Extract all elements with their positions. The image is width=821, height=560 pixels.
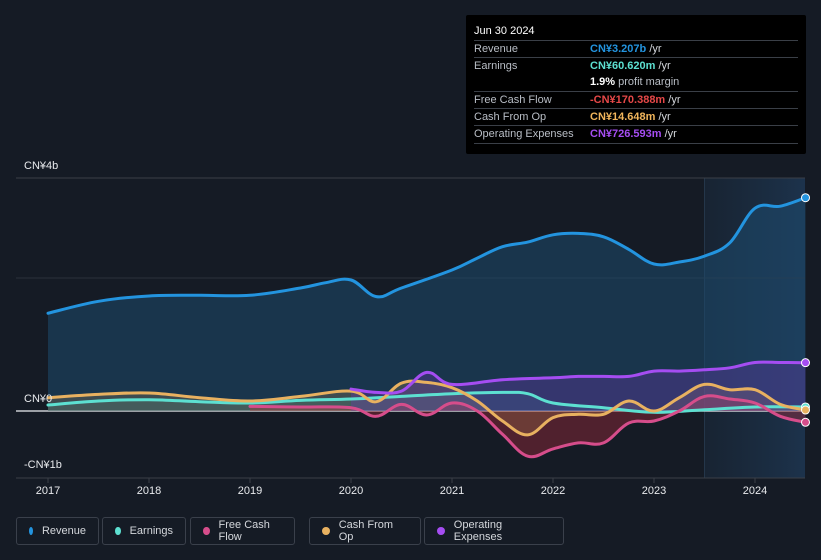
legend-item-free-cash-flow[interactable]: Free Cash Flow	[190, 517, 295, 545]
tooltip-value: CN¥60.620m /yr	[590, 60, 671, 72]
legend-item-operating-expenses[interactable]: Operating Expenses	[424, 517, 564, 545]
tooltip-row-revenue: Revenue CN¥3.207b /yr	[474, 40, 798, 58]
x-tick-label: 2018	[136, 485, 162, 497]
area-cash-from-op	[48, 381, 806, 435]
end-marker-operating-expenses	[801, 358, 810, 368]
line-earnings	[46, 390, 807, 414]
x-tick-label: 2019	[237, 485, 263, 497]
legend-dot-icon	[203, 527, 210, 535]
y-tick-label-top: CN¥4b	[24, 160, 59, 172]
legend-item-cash-from-op[interactable]: Cash From Op	[309, 517, 421, 545]
legend-dot-icon	[322, 527, 330, 535]
tooltip-value: CN¥726.593m /yr	[590, 128, 677, 140]
line-operating-expenses	[349, 360, 807, 395]
series-lines	[46, 196, 807, 459]
x-tick-label: 2024	[742, 485, 768, 497]
legend-dot-icon	[29, 527, 33, 535]
tooltip-label: Revenue	[474, 43, 519, 55]
x-tick-label: 2020	[338, 485, 364, 497]
tooltip-row-margin: 1.9% profit margin	[474, 74, 798, 91]
y-tick-label-bottom: -CN¥1b	[24, 459, 62, 471]
end-marker-revenue	[801, 193, 810, 203]
legend-item-revenue[interactable]: Revenue	[16, 517, 99, 545]
y-tick-label-zero: CN¥0	[24, 393, 53, 405]
x-tick-label: 2023	[641, 485, 667, 497]
tooltip-row-earnings: Earnings CN¥60.620m /yr	[474, 57, 798, 75]
series-end-markers	[801, 193, 810, 427]
tooltip: Jun 30 2024 Revenue CN¥3.207b /yr Earnin…	[466, 15, 806, 154]
tooltip-label: Earnings	[474, 60, 518, 72]
end-marker-free-cash-flow	[801, 417, 810, 427]
tooltip-date: Jun 30 2024	[474, 25, 535, 37]
tooltip-row-cfo: Cash From Op CN¥14.648m /yr	[474, 108, 798, 126]
area-revenue	[48, 197, 806, 411]
legend-dot-icon	[115, 527, 121, 535]
end-marker-cash-from-op	[801, 405, 810, 415]
line-revenue	[46, 196, 807, 315]
tooltip-label: Free Cash Flow	[474, 94, 552, 106]
tooltip-label: Cash From Op	[474, 111, 547, 123]
line-free-cash-flow	[248, 394, 807, 459]
tooltip-row-opex: Operating Expenses CN¥726.593m /yr	[474, 125, 798, 144]
line-cash-from-op	[46, 379, 807, 437]
tooltip-value: CN¥3.207b /yr	[590, 43, 662, 55]
legend-dot-icon	[437, 527, 445, 535]
x-tick-label: 2017	[35, 485, 61, 497]
area-operating-expenses	[351, 362, 806, 411]
tooltip-label: Operating Expenses	[474, 128, 574, 140]
x-tick-label: 2022	[540, 485, 566, 497]
tooltip-value: -CN¥170.388m /yr	[590, 94, 681, 106]
x-tick-label: 2021	[439, 485, 465, 497]
series-areas	[48, 197, 806, 457]
area-earnings	[48, 392, 806, 413]
legend-item-earnings[interactable]: Earnings	[102, 517, 186, 545]
tooltip-row-fcf: Free Cash Flow -CN¥170.388m /yr	[474, 91, 798, 109]
tooltip-profit-margin: 1.9% profit margin	[590, 76, 680, 88]
tooltip-value: CN¥14.648m /yr	[590, 111, 671, 123]
